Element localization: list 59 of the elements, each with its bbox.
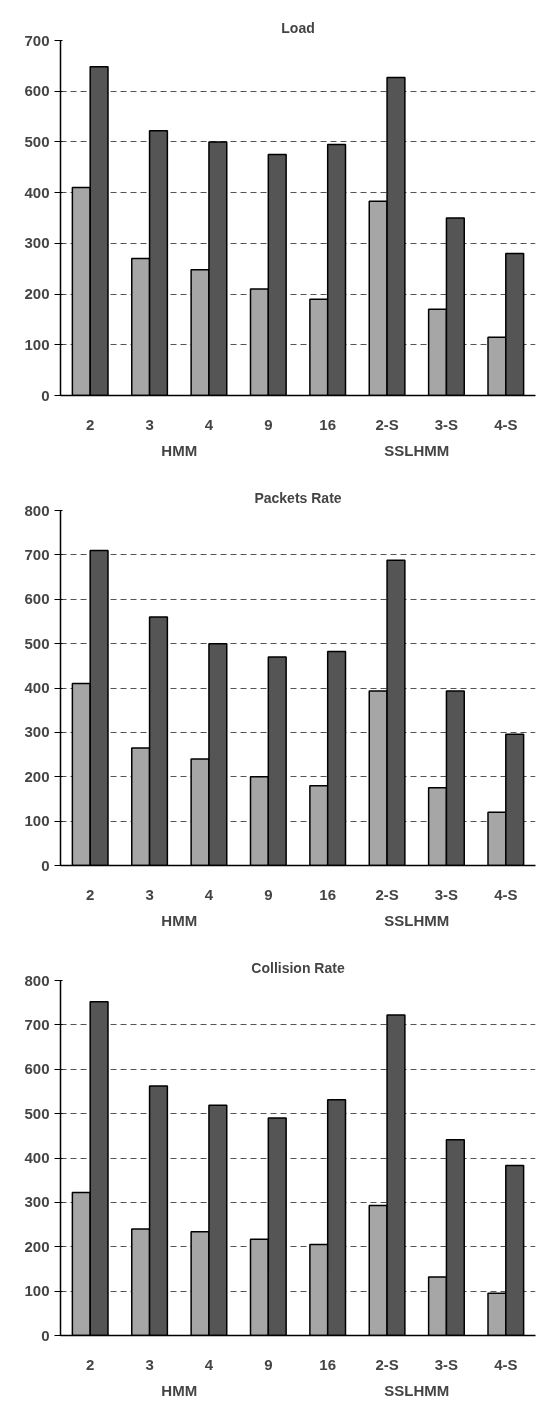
x-tick-label: 2-S bbox=[375, 885, 399, 903]
y-tick-label: 600 bbox=[24, 82, 50, 100]
y-tick-label: 500 bbox=[24, 132, 50, 150]
y-tick-label: 100 bbox=[24, 335, 50, 353]
y-tick-label: 600 bbox=[24, 1060, 50, 1078]
x-tick-label: 4 bbox=[204, 885, 214, 903]
x-tick-label: 2 bbox=[86, 1355, 95, 1373]
y-tick-label: 700 bbox=[24, 1015, 50, 1033]
chart-title: Load bbox=[281, 19, 315, 36]
y-tick-label: 800 bbox=[24, 971, 50, 989]
x-tick-label: 16 bbox=[319, 1355, 337, 1373]
text: SSLHMM bbox=[384, 1381, 450, 1399]
x-tick-label: 16 bbox=[319, 885, 337, 903]
y-tick-label: 200 bbox=[24, 285, 50, 303]
x-tick-label: 4 bbox=[204, 1355, 214, 1373]
x-tick-label: 3-S bbox=[434, 415, 459, 433]
y-tick-label: 400 bbox=[24, 1149, 50, 1166]
y-tick-label: 500 bbox=[24, 634, 50, 652]
y-tick-label: 0 bbox=[41, 1326, 50, 1344]
y-tick-label: 400 bbox=[24, 183, 50, 201]
y-tick-label: 300 bbox=[24, 723, 50, 741]
x-tick-label: 3-S bbox=[434, 885, 459, 903]
y-tick-label: 500 bbox=[24, 1104, 50, 1122]
y-tick-label: 200 bbox=[24, 767, 50, 785]
y-tick-label: 700 bbox=[24, 31, 50, 49]
chart-title: Packets Rate bbox=[254, 489, 342, 506]
x-tick-label: 3 bbox=[145, 415, 154, 433]
y-tick-label: 800 bbox=[24, 501, 50, 519]
y-tick-label: 300 bbox=[24, 234, 50, 252]
y-tick-label: 100 bbox=[24, 812, 50, 830]
x-tick-label: 16 bbox=[319, 415, 337, 433]
text: SSLHMM bbox=[384, 911, 450, 929]
x-tick-label: 3 bbox=[145, 1355, 154, 1373]
text: HMM bbox=[161, 1381, 198, 1399]
x-tick-label: 4-S bbox=[494, 415, 518, 433]
chart-title: Collision Rate bbox=[251, 959, 345, 976]
x-tick-label: 4-S bbox=[494, 1355, 518, 1373]
y-tick-label: 200 bbox=[24, 1237, 50, 1255]
x-tick-label: 2-S bbox=[375, 415, 399, 433]
x-tick-label: 3 bbox=[145, 885, 154, 903]
x-tick-label: 9 bbox=[264, 885, 273, 903]
x-tick-label: 3-S bbox=[434, 1355, 459, 1373]
y-tick-label: 600 bbox=[24, 590, 50, 608]
text: HMM bbox=[161, 441, 198, 459]
x-tick-label: 9 bbox=[264, 415, 273, 433]
text: SSLHMM bbox=[384, 441, 450, 459]
y-tick-label: 700 bbox=[24, 545, 50, 563]
x-tick-label: 2 bbox=[86, 415, 95, 433]
y-tick-label: 0 bbox=[41, 386, 50, 404]
x-tick-label: 2-S bbox=[375, 1355, 399, 1373]
text: HMM bbox=[161, 911, 198, 929]
y-tick-label: 400 bbox=[24, 679, 50, 696]
y-tick-label: 300 bbox=[24, 1193, 50, 1211]
y-tick-label: 0 bbox=[41, 856, 50, 874]
y-tick-label: 100 bbox=[24, 1282, 50, 1300]
x-tick-label: 9 bbox=[264, 1355, 273, 1373]
x-tick-label: 4-S bbox=[494, 885, 518, 903]
x-tick-label: 2 bbox=[86, 885, 95, 903]
x-tick-label: 4 bbox=[204, 415, 214, 433]
